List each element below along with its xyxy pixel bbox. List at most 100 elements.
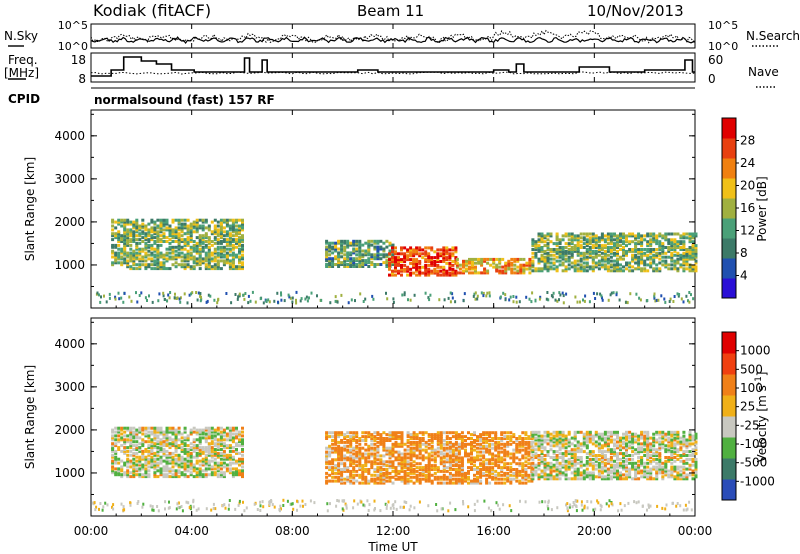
- echo-cell: [238, 218, 241, 222]
- echo-cell: [673, 232, 677, 236]
- echo-cell: [192, 430, 196, 434]
- echo-cell: [634, 440, 638, 444]
- echo-cell: [546, 461, 550, 465]
- echo-cell: [216, 428, 220, 432]
- frequency-trace: [91, 56, 695, 77]
- echo-cell: [385, 450, 389, 454]
- echo-cell: [337, 263, 341, 266]
- echo-cell: [123, 251, 127, 255]
- echo-cell: [280, 293, 283, 297]
- echo-cell: [150, 259, 154, 263]
- echo-cell: [216, 465, 220, 469]
- echo-cell: [622, 477, 625, 481]
- echo-cell: [382, 479, 386, 483]
- echo-cell: [678, 293, 681, 296]
- echo-cell: [570, 242, 574, 246]
- echo-cell: [655, 240, 659, 244]
- echo-cell: [685, 259, 689, 263]
- echo-cell: [382, 439, 386, 442]
- echo-cell: [594, 240, 598, 244]
- echo-cell: [168, 232, 172, 236]
- echo-cell: [479, 458, 483, 462]
- echo-cell: [159, 432, 163, 436]
- echo-cell: [135, 469, 139, 473]
- echo-cell: [527, 458, 531, 462]
- echo-cell: [418, 267, 422, 271]
- echo-cell: [421, 265, 425, 269]
- echo-cell: [349, 261, 353, 265]
- echo-cell: [219, 438, 223, 442]
- echo-cell: [473, 458, 476, 462]
- echo-cell: [207, 451, 211, 455]
- echo-cell: [150, 230, 154, 234]
- echo-cell: [334, 435, 338, 439]
- echo-cell: [225, 261, 229, 265]
- echo-cell: [658, 251, 662, 255]
- echo-cell: [120, 263, 124, 267]
- echo-cell: [126, 440, 130, 444]
- echo-cell: [622, 269, 625, 273]
- echo-cell: [445, 246, 449, 250]
- echo-cell: [582, 261, 586, 265]
- echo-cell: [159, 440, 163, 444]
- echo-cell: [331, 466, 335, 470]
- echo-cell: [165, 457, 169, 461]
- echo-cell: [470, 433, 473, 437]
- echo-cell: [96, 291, 99, 295]
- echo-cell: [394, 471, 398, 475]
- echo-cell: [195, 428, 199, 432]
- echo-cell: [400, 435, 404, 439]
- echo-cell: [129, 267, 133, 271]
- echo-cell: [150, 451, 154, 455]
- echo-cell: [219, 434, 223, 438]
- echo-cell: [367, 454, 371, 458]
- echo-cell: [228, 240, 232, 243]
- echo-cell: [141, 259, 145, 263]
- echo-cell: [207, 473, 211, 477]
- echo-cell: [238, 226, 241, 230]
- echo-cell: [328, 446, 332, 450]
- echo-cell: [403, 466, 407, 470]
- echo-cell: [637, 232, 641, 236]
- echo-cell: [653, 294, 656, 298]
- echo-cell: [555, 477, 559, 481]
- echo-cell: [676, 267, 680, 271]
- echo-cell: [129, 251, 133, 255]
- echo-cell: [174, 228, 178, 232]
- echo-cell: [150, 465, 154, 469]
- echo-cell: [210, 220, 214, 224]
- echo-cell: [331, 460, 335, 464]
- echo-cell: [162, 234, 166, 238]
- echo-cell: [183, 449, 187, 453]
- echo-cell: [638, 296, 641, 300]
- echo-cell: [382, 473, 386, 477]
- echo-cell: [406, 473, 410, 477]
- echo-cell: [241, 245, 244, 249]
- echo-cell: [667, 238, 671, 242]
- echo-cell: [679, 234, 683, 238]
- echo-cell: [451, 296, 454, 300]
- echo-cell: [436, 469, 440, 473]
- echo-cell: [567, 459, 571, 463]
- echo-cell: [349, 460, 353, 464]
- echo-cell: [198, 261, 202, 265]
- echo-cell: [594, 475, 598, 479]
- echo-cell: [382, 255, 386, 259]
- echo-cell: [655, 267, 659, 271]
- echo-cell: [634, 469, 638, 473]
- echo-cell: [518, 462, 522, 466]
- echo-cell: [667, 450, 671, 454]
- echo-cell: [349, 450, 353, 454]
- echo-cell: [676, 246, 680, 249]
- echo-cell: [424, 260, 428, 263]
- echo-cell: [379, 245, 383, 249]
- echo-cell: [364, 297, 367, 301]
- echo-cell: [216, 451, 220, 455]
- echo-cell: [241, 224, 244, 228]
- echo-cell: [241, 440, 244, 444]
- echo-cell: [235, 461, 238, 465]
- echo-cell: [652, 432, 656, 436]
- echo-cell: [367, 253, 371, 257]
- echo-cell: [628, 440, 632, 444]
- echo-cell: [597, 438, 601, 442]
